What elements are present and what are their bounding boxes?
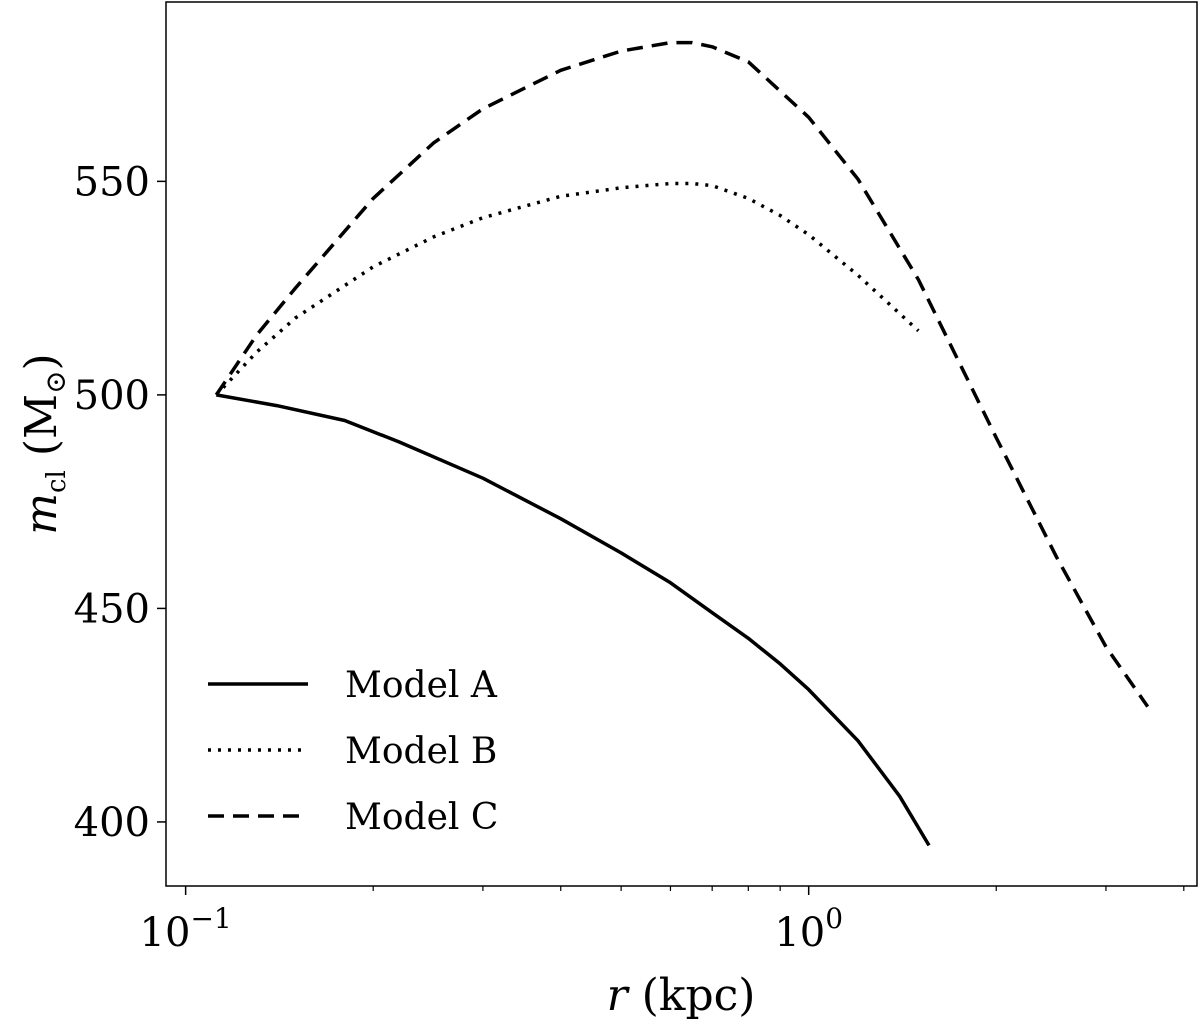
- series-line-model-c: [214, 40, 1150, 708]
- y-axis-var: m: [16, 493, 67, 535]
- x-axis-unit: (kpc): [642, 970, 756, 1021]
- legend-label: Model C: [345, 797, 498, 838]
- x-axis-label: r (kpc): [607, 970, 756, 1021]
- axis-ticks: 400 450 500 550 10−1 100: [74, 159, 1185, 956]
- y-tick-label: 400: [74, 800, 150, 846]
- legend-label: Model A: [345, 665, 498, 706]
- series-line-model-a: [215, 393, 931, 847]
- y-tick-label: 550: [74, 159, 150, 205]
- y-tick-label: 500: [74, 373, 150, 419]
- y-axis-unit-close: ): [16, 353, 67, 370]
- plot-frame: [165, 1, 1198, 887]
- y-axis-sub: cl: [42, 470, 72, 493]
- legend-label: Model B: [345, 731, 497, 772]
- y-axis-unit-open: (M: [16, 394, 67, 456]
- x-tick-label: 10−1: [140, 902, 232, 956]
- y-tick-label: 450: [74, 586, 150, 632]
- x-tick-label: 100: [774, 902, 843, 956]
- x-axis-var: r: [607, 970, 631, 1021]
- series-line-model-b: [215, 181, 920, 397]
- legend: Model A Model B Model C: [208, 665, 498, 838]
- series-layer: [214, 40, 1150, 847]
- y-axis-unit-sub: ⊙: [39, 370, 72, 393]
- y-axis-label: mcl (M⊙): [16, 353, 72, 534]
